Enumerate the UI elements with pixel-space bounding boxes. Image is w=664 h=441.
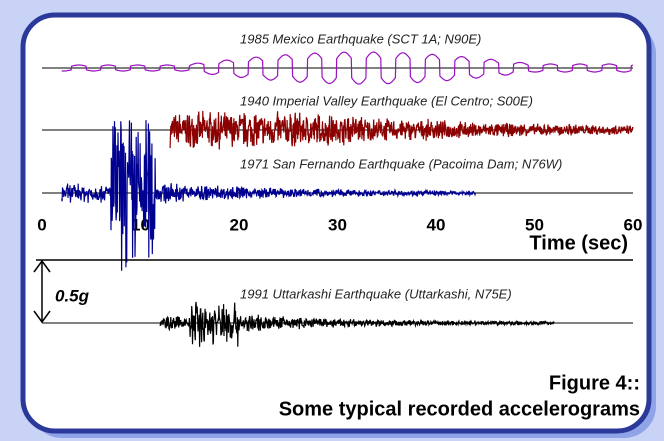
record-label: 1985 Mexico Earthquake (SCT 1A; N90E) bbox=[240, 31, 481, 46]
scale-label: 0.5g bbox=[55, 286, 90, 305]
x-tick-label: 30 bbox=[328, 215, 347, 234]
x-tick-label: 60 bbox=[624, 215, 643, 234]
waveform bbox=[61, 51, 634, 85]
x-tick-label: 40 bbox=[427, 215, 446, 234]
waveform bbox=[159, 301, 555, 347]
record-label: 1991 Uttarkashi Earthquake (Uttarkashi, … bbox=[240, 286, 512, 301]
waveform bbox=[169, 110, 634, 150]
caption: Some typical recorded accelerograms bbox=[279, 398, 640, 420]
x-axis-label: Time (sec) bbox=[529, 232, 628, 254]
x-tick-label: 0 bbox=[37, 215, 46, 234]
x-tick-label: 20 bbox=[230, 215, 249, 234]
record-label: 1940 Imperial Valley Earthquake (El Cent… bbox=[240, 93, 533, 108]
waveform bbox=[61, 120, 476, 271]
x-tick-label: 50 bbox=[525, 215, 544, 234]
record-label: 1971 San Fernando Earthquake (Pacoima Da… bbox=[240, 156, 562, 171]
scale-arrow bbox=[33, 259, 633, 324]
caption: Figure 4:: bbox=[549, 372, 640, 394]
